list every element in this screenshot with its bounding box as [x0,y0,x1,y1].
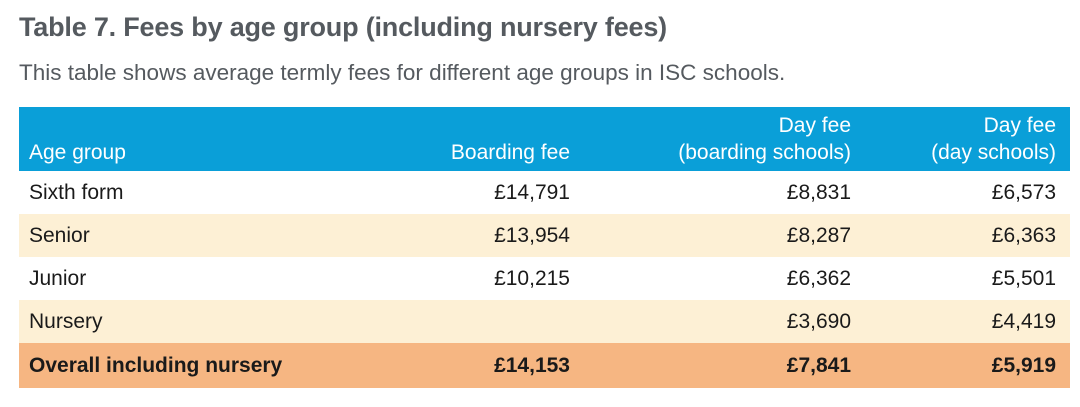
cell-total-day-fee-boarding: £7,841 [786,353,851,377]
cell-day-fee-day: £4,419 [991,309,1056,333]
cell-day-fee-day: £6,573 [991,180,1056,204]
header-age-group: Age group [29,141,126,164]
table-subtitle: This table shows average termly fees for… [19,60,786,85]
table-total-row: Overall including nursery £14,153 £7,841… [19,343,1070,388]
table-row: Sixth form £14,791 £8,831 £6,573 [19,171,1070,214]
cell-age-group: Senior [29,223,90,247]
cell-day-fee-day: £6,363 [991,223,1056,247]
cell-age-group: Nursery [29,309,103,333]
table-row: Senior £13,954 £8,287 £6,363 [19,214,1070,257]
cell-boarding-fee: £13,954 [494,223,570,247]
cell-total-day-fee-day: £5,919 [991,353,1056,377]
fees-table: Age group Boarding fee Day fee (boarding… [19,107,1070,388]
header-day-fee-day-line2: (day schools) [931,141,1056,164]
cell-total-boarding-fee: £14,153 [494,353,570,377]
cell-boarding-fee: £10,215 [494,266,570,290]
cell-age-group: Sixth form [29,180,124,204]
cell-boarding-fee: £14,791 [494,180,570,204]
header-day-fee-boarding-line1: Day fee [778,114,851,137]
table-title: Table 7. Fees by age group (including nu… [19,12,667,42]
cell-day-fee-boarding: £6,362 [786,266,851,290]
header-day-fee-boarding-schools: Day fee (boarding schools) [584,107,865,171]
cell-age-group: Junior [29,266,87,290]
cell-day-fee-day: £5,501 [991,266,1056,290]
header-boarding-fee: Boarding fee [450,141,570,164]
table-header-row: Age group Boarding fee Day fee (boarding… [19,107,1070,171]
table-row: Junior £10,215 £6,362 £5,501 [19,257,1070,300]
header-day-fee-day-line1: Day fee [983,114,1056,137]
cell-day-fee-boarding: £3,690 [786,309,851,333]
table-row: Nursery £3,690 £4,419 [19,300,1070,343]
cell-day-fee-boarding: £8,287 [786,223,851,247]
cell-boarding-fee [349,300,584,343]
header-day-fee-boarding-line2: (boarding schools) [678,141,851,164]
header-day-fee-day-schools: Day fee (day schools) [865,107,1070,171]
cell-total-age-group: Overall including nursery [29,353,283,377]
cell-day-fee-boarding: £8,831 [786,180,851,204]
